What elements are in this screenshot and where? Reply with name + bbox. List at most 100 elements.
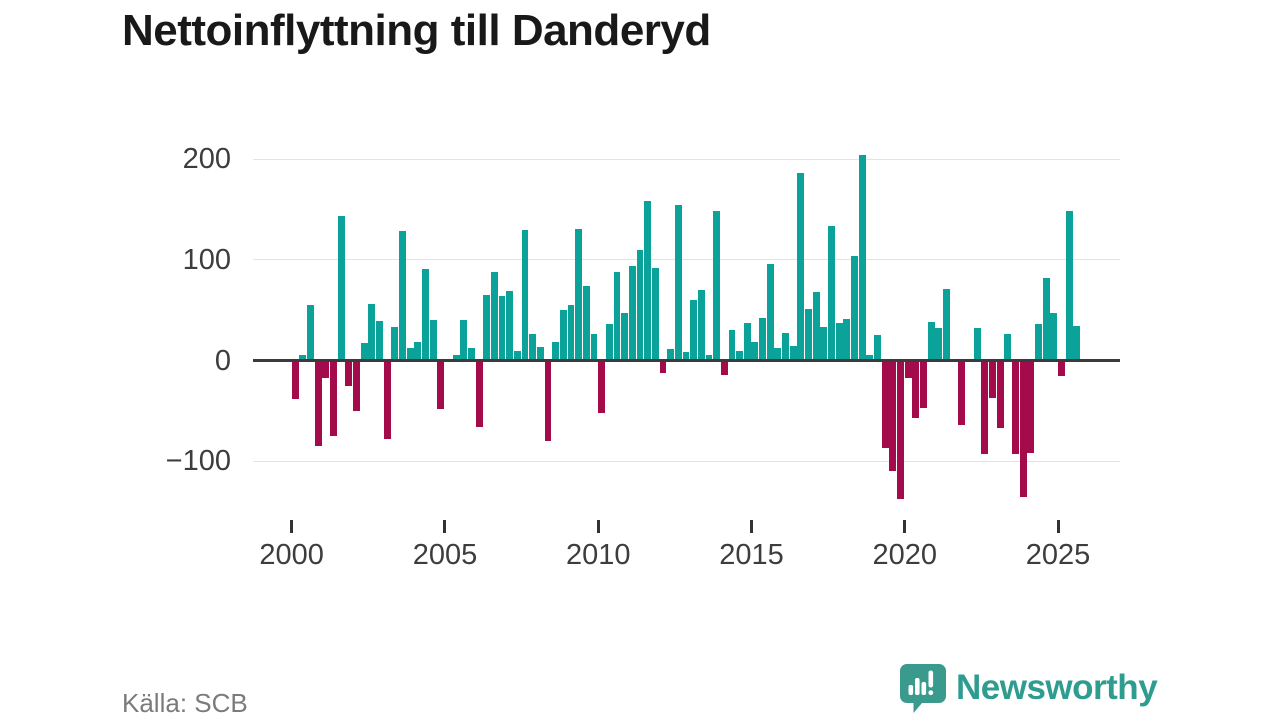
bar-2019Q2 [881, 360, 889, 449]
bar-2025Q3 [1073, 326, 1081, 361]
bar-2003Q1 [383, 360, 391, 440]
bar-2000Q3 [307, 305, 314, 361]
bar-2004Q4 [437, 360, 445, 409]
bar-2010Q3 [613, 271, 621, 361]
bar-2009Q1 [567, 305, 575, 361]
bar-2012Q4 [682, 352, 690, 361]
brand-footer: Newsworthy [898, 662, 1158, 719]
bar-2014Q1 [720, 360, 728, 375]
x-tick-2000 [290, 520, 294, 533]
bar-2003Q3 [398, 230, 406, 361]
y-tick-label-200: 200 [182, 143, 231, 176]
bar-2007Q4 [529, 334, 537, 361]
bar-2020Q3 [920, 360, 927, 408]
bar-2022Q2 [973, 328, 981, 361]
x-tick-label-2015: 2015 [719, 539, 784, 571]
brand-wordmark: Newsworthy [956, 668, 1158, 707]
bar-2019Q3 [889, 360, 897, 472]
bar-2024Q2 [1035, 324, 1042, 361]
bar-2017Q1 [812, 292, 820, 361]
bar-2015Q3 [766, 263, 774, 361]
bar-2010Q4 [621, 313, 629, 361]
bar-2001Q3 [337, 216, 345, 361]
bar-2005Q2 [452, 355, 460, 361]
bar-2013Q2 [697, 290, 705, 361]
zero-axis-line [253, 359, 1120, 362]
x-tick-label-2000: 2000 [259, 539, 324, 571]
bar-2022Q3 [981, 360, 989, 455]
bar-2012Q2 [667, 349, 675, 361]
bar-2015Q1 [751, 342, 759, 361]
bar-2014Q3 [736, 351, 744, 361]
x-tick-2020 [903, 520, 907, 533]
bar-2020Q2 [912, 360, 920, 418]
bar-2023Q2 [1004, 334, 1012, 361]
bar-2024Q3 [1042, 277, 1050, 361]
bar-2013Q4 [713, 211, 721, 361]
bar-2020Q4 [927, 322, 935, 361]
bar-2006Q3 [490, 271, 498, 361]
bar-2000Q4 [314, 360, 322, 447]
bar-2017Q3 [828, 225, 835, 361]
bar-2018Q3 [858, 155, 866, 361]
y-tick-label--100: −100 [165, 445, 231, 478]
bar-2011Q3 [644, 201, 652, 361]
bar-2011Q4 [651, 267, 659, 361]
bar-2000Q2 [299, 355, 307, 361]
bar-2010Q1 [598, 360, 606, 413]
bar-2008Q2 [544, 360, 552, 442]
x-tick-label-2010: 2010 [565, 539, 631, 571]
bar-2015Q4 [774, 348, 782, 361]
bar-2013Q3 [705, 355, 713, 361]
x-tick-label-2005: 2005 [412, 539, 478, 571]
x-tick-label-2020: 2020 [872, 539, 937, 571]
bar-2002Q4 [375, 321, 383, 361]
bar-2019Q4 [897, 360, 904, 500]
bar-2014Q4 [743, 323, 751, 361]
bar-2002Q1 [353, 360, 360, 411]
bar-2022Q4 [989, 360, 996, 398]
bar-2002Q3 [368, 304, 376, 361]
newsworthy-logo-icon [898, 662, 948, 719]
x-tick-label-2025: 2025 [1025, 539, 1091, 571]
bar-2008Q4 [559, 310, 567, 361]
bar-2023Q1 [996, 360, 1004, 428]
bar-2021Q2 [943, 289, 950, 361]
bar-2020Q1 [904, 360, 912, 378]
bar-2011Q2 [636, 249, 644, 361]
chart-title: Nettoinflyttning till Danderyd [122, 6, 711, 55]
bar-2006Q1 [475, 360, 483, 427]
bar-2006Q4 [498, 296, 506, 361]
bar-2016Q1 [782, 333, 790, 361]
bar-2016Q3 [797, 173, 805, 361]
bar-2001Q2 [330, 360, 337, 437]
bar-2024Q1 [1027, 360, 1035, 454]
plot-area [253, 140, 1120, 520]
bar-2012Q1 [659, 360, 667, 373]
bar-2009Q4 [590, 334, 598, 361]
bar-2007Q3 [521, 229, 529, 361]
bar-2018Q2 [851, 255, 858, 361]
bar-2001Q4 [345, 360, 353, 386]
bar-2023Q3 [1012, 360, 1019, 455]
bar-2017Q4 [835, 323, 843, 361]
gridline--100 [253, 460, 1120, 462]
y-tick-label-0: 0 [214, 344, 231, 377]
bar-2006Q2 [483, 295, 491, 361]
gridline-200 [253, 158, 1120, 160]
x-tick-2010 [596, 520, 600, 533]
y-tick-label-100: 100 [182, 243, 231, 276]
bar-2009Q3 [582, 285, 590, 361]
bar-2001Q1 [322, 360, 330, 378]
bar-2010Q2 [605, 324, 613, 361]
bar-2003Q2 [391, 327, 399, 361]
bar-2014Q2 [728, 330, 736, 361]
x-tick-2025 [1056, 520, 1060, 533]
x-tick-2015 [749, 520, 753, 533]
bar-2009Q2 [575, 228, 583, 361]
source-label: Källa: SCB [122, 688, 248, 718]
bar-2004Q1 [414, 342, 422, 361]
bar-2016Q2 [789, 346, 797, 361]
bar-2002Q2 [360, 343, 368, 361]
